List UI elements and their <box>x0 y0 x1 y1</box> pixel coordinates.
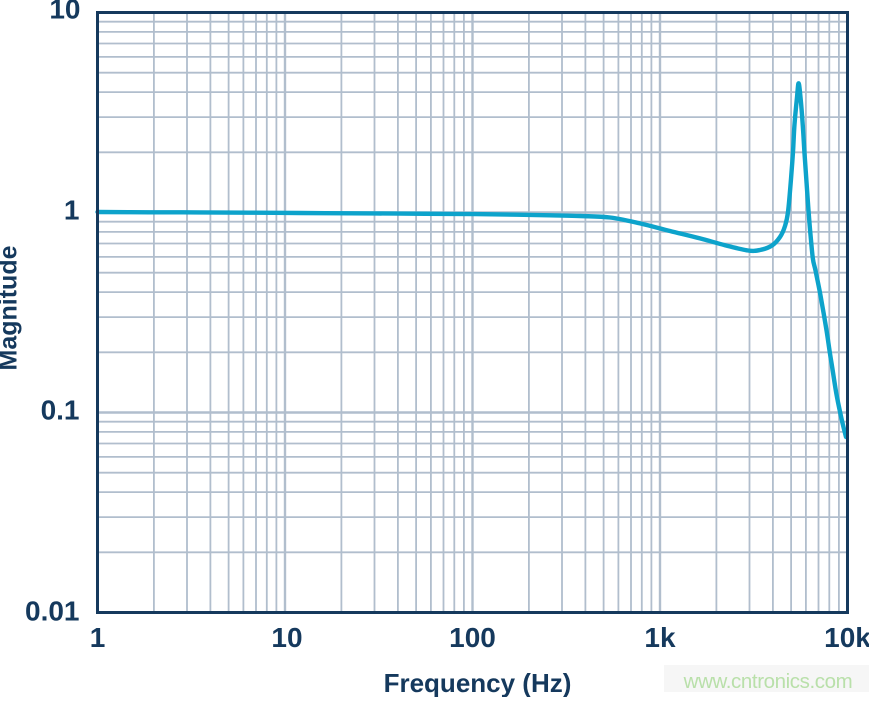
svg-text:10: 10 <box>49 0 80 25</box>
svg-text:0.01: 0.01 <box>25 596 80 627</box>
svg-text:Frequency (Hz): Frequency (Hz) <box>384 668 572 697</box>
svg-text:1: 1 <box>64 195 80 226</box>
svg-text:10k: 10k <box>824 622 869 653</box>
svg-text:Magnitude: Magnitude <box>0 245 23 370</box>
svg-text:1k: 1k <box>644 622 676 653</box>
svg-text:0.1: 0.1 <box>41 395 80 426</box>
svg-text:www.cntronics.com: www.cntronics.com <box>683 670 853 693</box>
svg-text:100: 100 <box>449 622 496 653</box>
svg-text:10: 10 <box>271 622 302 653</box>
svg-text:1: 1 <box>90 622 106 653</box>
